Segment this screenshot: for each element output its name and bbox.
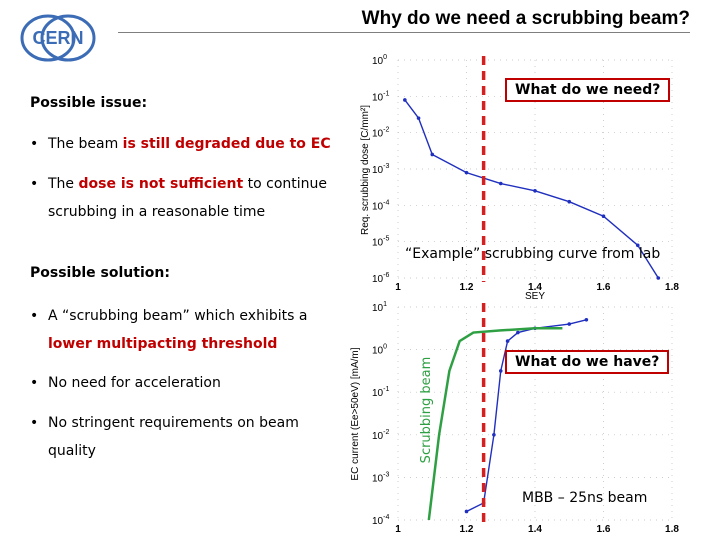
solution-3-text: No stringent requirements on beam xyxy=(48,415,299,431)
data-point xyxy=(533,189,537,193)
bullet-dot: • xyxy=(30,415,39,431)
example-caption: “Example” scrubbing curve from lab xyxy=(405,246,661,262)
y-tick-label: 10-3 xyxy=(372,163,389,176)
x-tick-label: 1.4 xyxy=(528,524,542,535)
data-point xyxy=(403,98,407,102)
bullet-dot: • xyxy=(30,375,39,391)
y-tick-label: 10-2 xyxy=(372,429,389,442)
y-axis-label: Req. scrubbing dose [C/mm²] xyxy=(360,105,371,235)
scrubbing-beam-label: Scrubbing beam xyxy=(419,357,434,464)
issue-bullet-1: • The beam is still degraded due to EC xyxy=(30,130,331,158)
y-tick-exponent: -2 xyxy=(383,429,389,436)
y-tick-label: 101 xyxy=(372,301,387,314)
data-point xyxy=(464,170,469,175)
logo-text: CERN xyxy=(32,28,83,48)
x-tick-label: 1 xyxy=(395,282,401,293)
data-point xyxy=(584,317,589,322)
mbb-caption: MBB – 25ns beam xyxy=(522,490,648,506)
issue-bullet-2: • The dose is not sufficient to continue xyxy=(30,170,327,198)
y-tick-exponent: -4 xyxy=(383,514,389,521)
y-tick-label: 10-6 xyxy=(372,272,389,285)
x-tick-label: 1.8 xyxy=(665,282,679,293)
issue-2-text: The xyxy=(48,176,79,192)
slide-title: Why do we need a scrubbing beam? xyxy=(361,8,690,29)
y-tick-label: 10-5 xyxy=(372,236,389,249)
data-point xyxy=(567,322,572,326)
solution-header: Possible solution: xyxy=(30,265,170,281)
y-tick-exponent: -1 xyxy=(383,386,389,393)
data-point xyxy=(567,199,572,204)
y-tick-label: 10-3 xyxy=(372,471,389,484)
data-point xyxy=(430,152,435,157)
data-point xyxy=(498,369,503,373)
issue-header: Possible issue: xyxy=(30,95,148,111)
issue-1-text: The beam xyxy=(48,136,123,152)
solution-2-text: No need for acceleration xyxy=(48,375,221,391)
x-tick-label: 1.2 xyxy=(460,282,474,293)
x-tick-label: 1.4 xyxy=(528,282,542,293)
bullet-dot: • xyxy=(30,136,39,152)
y-tick-label: 10-2 xyxy=(372,127,389,140)
issue-1-highlight: is still degraded due to EC xyxy=(122,136,331,152)
bullet-dot: • xyxy=(30,176,39,192)
x-tick-label: 1.2 xyxy=(460,524,474,535)
x-tick-label: 1 xyxy=(395,524,401,535)
data-point xyxy=(464,509,469,514)
cern-logo: CERN xyxy=(20,14,96,62)
y-tick-label: 10-1 xyxy=(372,386,389,399)
y-axis-label: EC current (Ee>50eV) [mA/m] xyxy=(350,347,361,480)
need-callout: What do we need? xyxy=(505,78,671,102)
series-line-scrubbing-beam xyxy=(427,327,563,521)
data-point xyxy=(656,276,661,280)
y-tick-label: 10-4 xyxy=(372,514,389,527)
bullet-dot: • xyxy=(30,308,39,324)
y-tick-exponent: -6 xyxy=(383,272,389,279)
solution-1-text: A “scrubbing beam” which exhibits a xyxy=(48,308,308,324)
solution-bullet-1: • A “scrubbing beam” which exhibits a xyxy=(30,302,307,330)
x-tick-label: 1.6 xyxy=(597,524,611,535)
data-point xyxy=(516,330,520,335)
data-point xyxy=(416,116,421,120)
y-tick-exponent: -1 xyxy=(383,90,389,97)
solution-bullet-2: • No need for acceleration xyxy=(30,369,221,397)
issue-2-highlight: dose is not sufficient xyxy=(78,176,244,192)
y-tick-exponent: -3 xyxy=(383,163,389,170)
y-tick-exponent: 0 xyxy=(383,344,387,351)
y-tick-label: 10-4 xyxy=(372,199,389,212)
y-tick-label: 100 xyxy=(372,54,387,67)
x-tick-label: 1.6 xyxy=(597,282,611,293)
y-tick-exponent: -3 xyxy=(383,471,389,478)
data-point xyxy=(498,181,503,186)
y-tick-exponent: -5 xyxy=(383,236,389,243)
data-point xyxy=(505,339,510,343)
have-callout: What do we have? xyxy=(505,350,670,374)
y-tick-label: 10-1 xyxy=(372,90,389,103)
solution-1-highlight: lower multipacting threshold xyxy=(48,336,278,352)
issue-2-text-post: to continue xyxy=(243,176,328,192)
data-point xyxy=(635,243,640,248)
x-tick-label: 1.8 xyxy=(665,524,679,535)
y-tick-label: 100 xyxy=(372,344,387,357)
x-axis-label: SEY xyxy=(525,291,545,302)
y-tick-exponent: 0 xyxy=(383,54,387,61)
y-tick-exponent: -2 xyxy=(383,127,389,134)
series-line-scrubbing-dose xyxy=(404,99,659,279)
solution-3-continuation: quality xyxy=(48,443,96,459)
data-point xyxy=(492,433,496,437)
title-divider xyxy=(118,32,690,33)
y-tick-exponent: -4 xyxy=(383,199,389,206)
y-tick-exponent: 1 xyxy=(383,301,387,308)
data-point xyxy=(601,214,606,219)
issue-2-continuation: scrubbing in a reasonable time xyxy=(48,204,266,220)
solution-bullet-3: • No stringent requirements on beam xyxy=(30,409,299,437)
